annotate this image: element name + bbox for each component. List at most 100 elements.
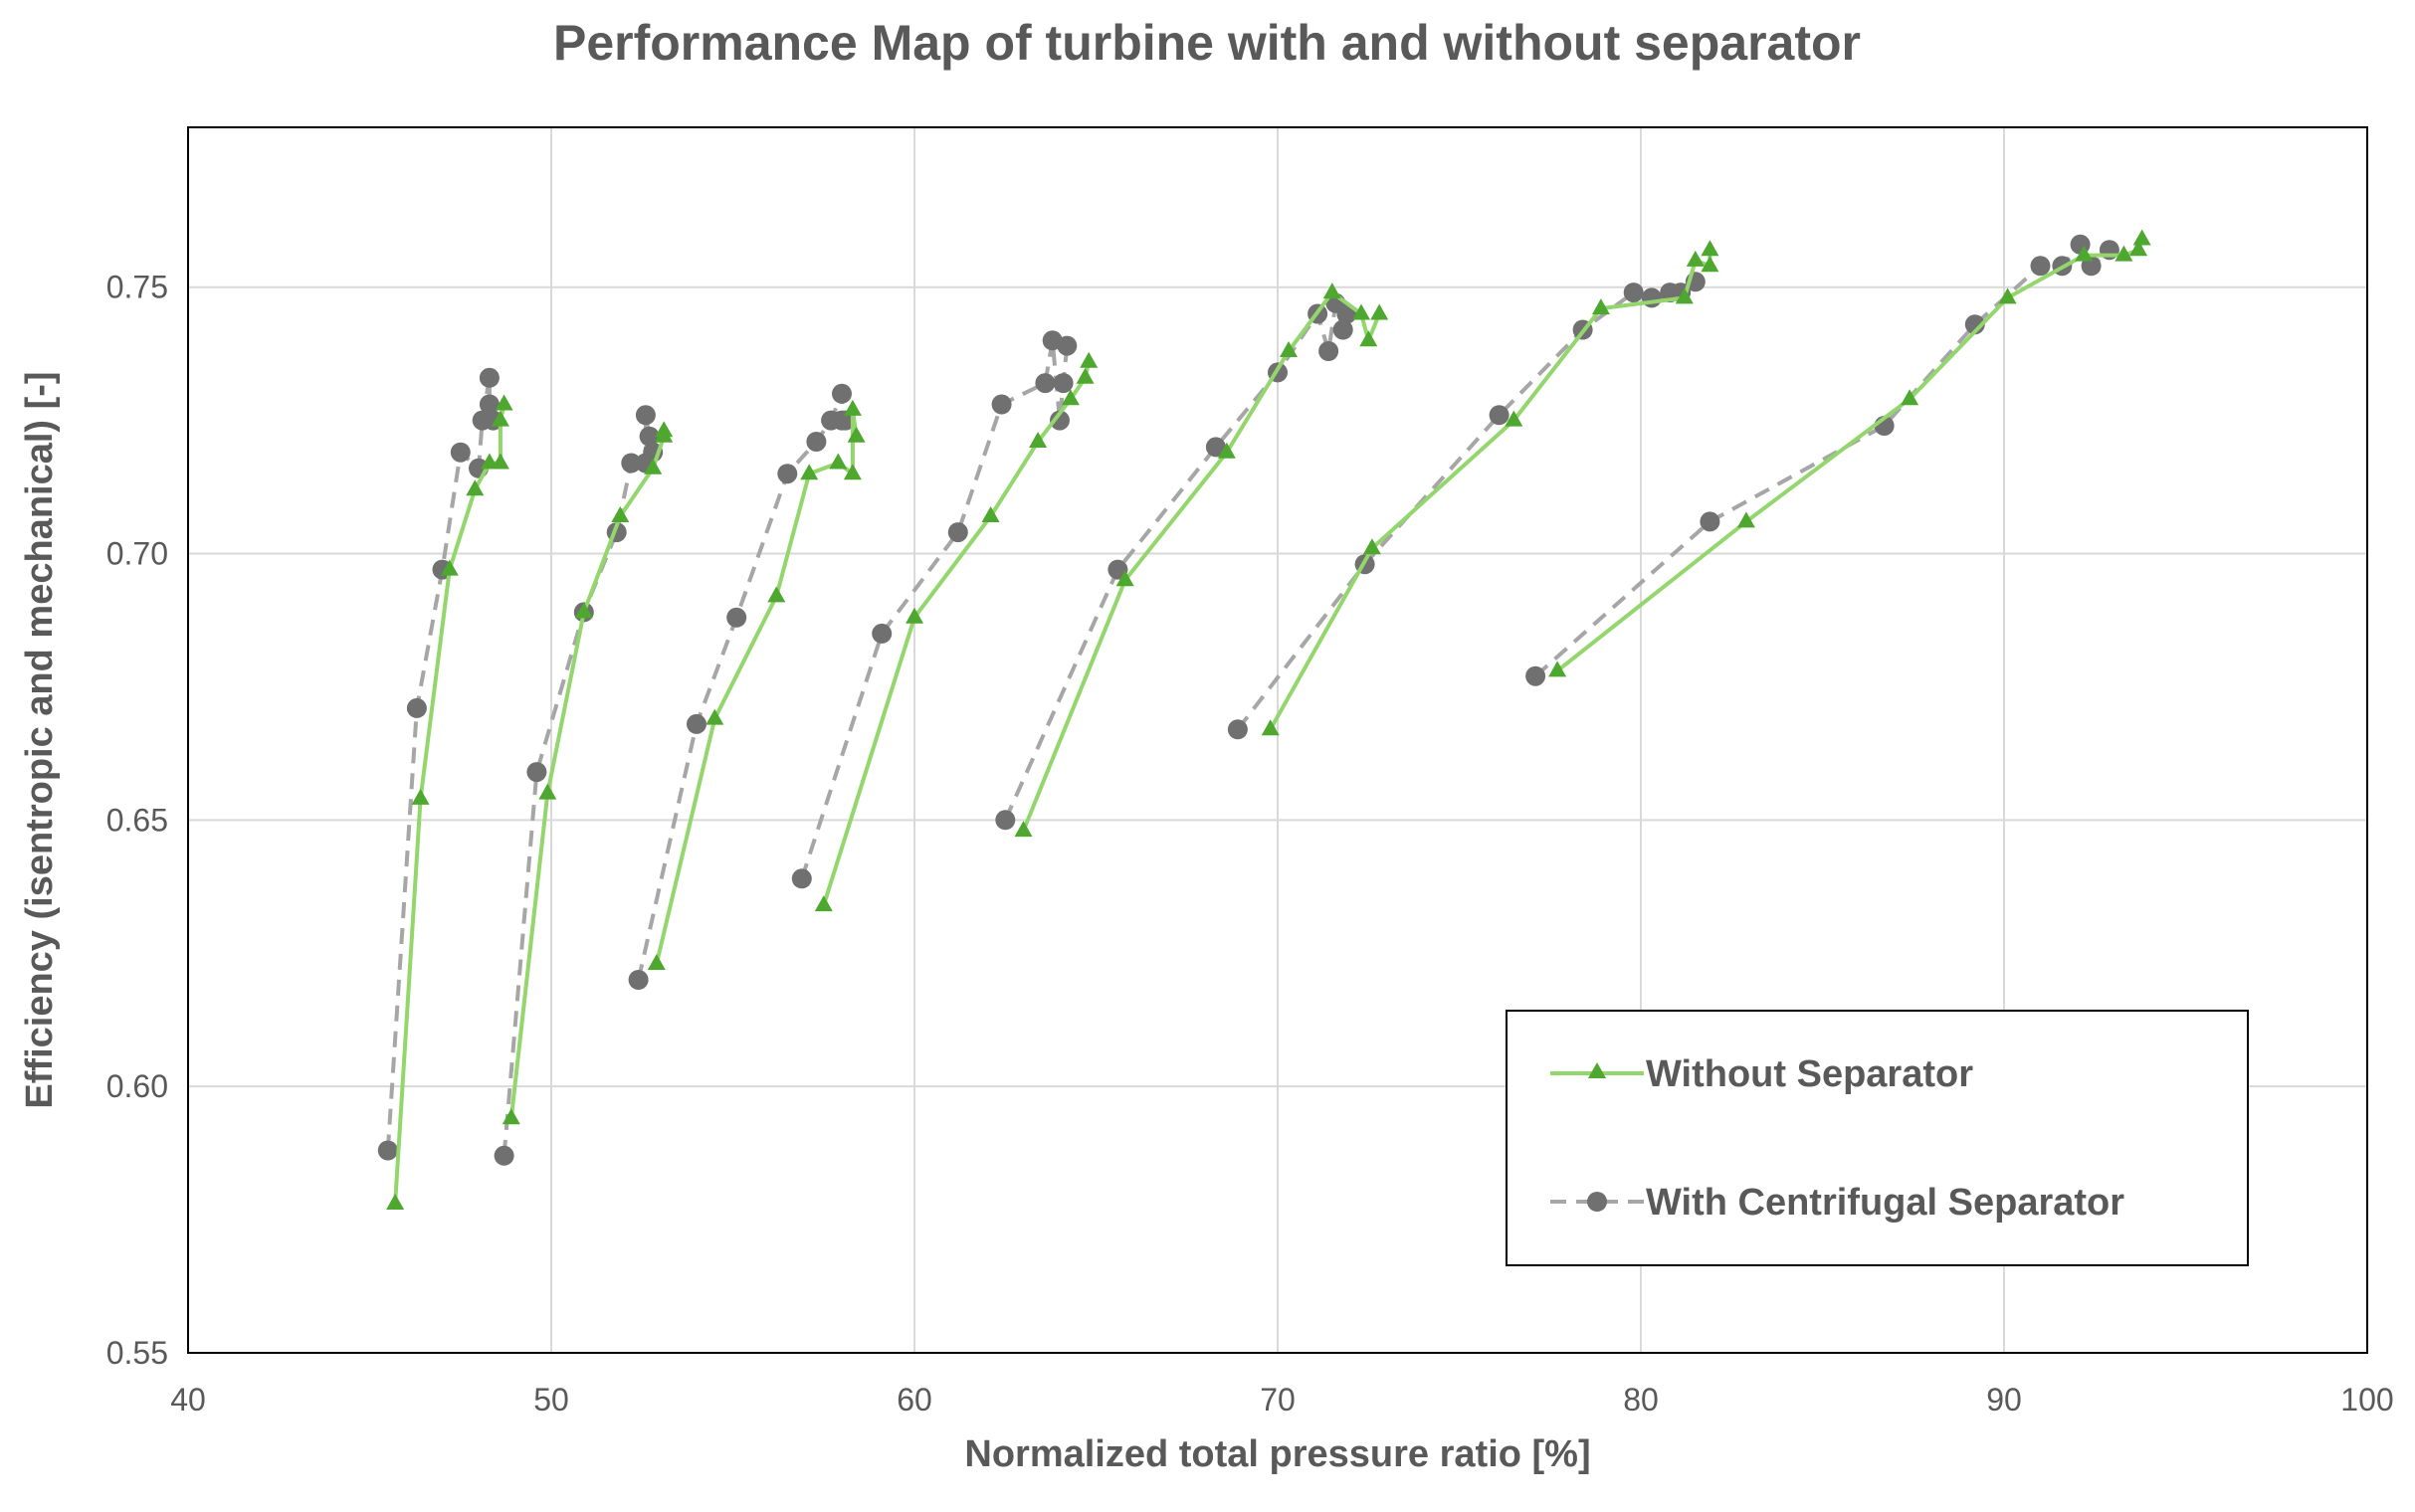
data-point-without-separator [1322,283,1341,299]
x-tick-label: 80 [1623,1382,1659,1418]
data-point-without-separator [705,708,724,725]
data-point-without-separator [1359,330,1378,347]
data-point-without-separator [1061,389,1080,406]
data-point-with-centrifugal-separator [2030,256,2051,277]
data-point-without-separator [1548,661,1567,677]
data-point-with-centrifugal-separator [791,868,812,889]
data-point-without-separator [386,1194,405,1210]
data-point-without-separator [829,453,848,470]
data-point-without-separator [655,421,674,438]
legend-box [1506,1010,2249,1266]
data-point-without-separator [1014,821,1033,838]
data-point-with-centrifugal-separator [635,405,656,426]
data-point-without-separator [502,1108,520,1125]
legend-label-with-separator: With Centrifugal Separator [1646,1182,2124,1224]
data-point-without-separator [440,559,459,576]
data-point-without-separator [1280,341,1298,357]
data-point-without-separator [491,453,509,470]
data-point-with-centrifugal-separator [639,426,660,447]
data-point-with-centrifugal-separator [450,442,471,463]
data-point-without-separator [1505,410,1523,427]
data-point-without-separator [1370,303,1389,320]
data-point-with-centrifugal-separator [1332,319,1353,340]
data-point-without-separator [981,506,1000,522]
data-point-without-separator [1352,303,1370,320]
data-point-without-separator [1998,287,2017,304]
data-point-without-separator [1675,287,1694,304]
data-point-without-separator [1217,442,1236,459]
series-line-without-separator [654,407,859,965]
series-line-with-centrifugal-separator [799,338,1070,879]
data-point-without-separator [2075,245,2094,262]
data-point-with-centrifugal-separator [726,607,747,628]
data-point-with-centrifugal-separator [1205,437,1226,458]
data-point-with-centrifugal-separator [479,367,500,388]
series-without-separator [386,229,2151,1210]
data-point-with-centrifugal-separator [494,1145,514,1166]
tick-labels: 40 50 60 70 80 90 100 0.55 0.60 0.65 0.70 0.75 [106,270,2394,1418]
data-point-with-centrifugal-separator [1053,373,1074,394]
gridlines [188,127,2367,1353]
data-point-without-separator [647,954,666,970]
data-point-with-centrifugal-separator [1623,283,1644,303]
data-point-with-centrifugal-separator [1525,665,1546,686]
series-layer [377,229,2151,1210]
data-point-without-separator [767,586,786,603]
legend-marker-without-separator [1588,1062,1606,1078]
data-point-without-separator [814,895,833,912]
data-point-without-separator [574,602,593,619]
data-point-with-centrifugal-separator [777,464,798,484]
data-point-without-separator [495,394,513,411]
data-point-with-centrifugal-separator [872,623,893,644]
data-point-with-centrifugal-separator [687,713,706,734]
legend-marker-with-separator [1587,1192,1607,1212]
data-point-with-centrifugal-separator [806,432,827,452]
data-point-without-separator [1362,538,1381,555]
data-point-without-separator [800,464,819,480]
data-point-without-separator [843,399,862,416]
data-point-without-separator [411,788,430,805]
data-point-with-centrifugal-separator [526,762,547,783]
y-tick-label: 0.60 [106,1068,168,1104]
y-tick-label: 0.75 [106,270,168,305]
x-tick-label: 60 [897,1382,932,1418]
data-point-without-separator [2114,245,2133,262]
data-point-with-centrifugal-separator [377,1140,398,1161]
series-line-without-separator [393,404,506,1205]
data-point-without-separator [466,479,485,496]
plot-area-border [187,126,2368,1354]
x-tick-label: 50 [533,1382,569,1418]
y-tick-label: 0.65 [106,802,168,838]
data-point-with-centrifugal-separator [479,394,500,415]
data-point-without-separator [491,410,509,427]
data-point-with-centrifugal-separator [406,697,427,718]
data-point-with-centrifugal-separator [1489,405,1509,426]
data-point-without-separator [1115,570,1134,587]
data-point-with-centrifugal-separator [1057,335,1078,356]
data-point-without-separator [1591,298,1610,315]
data-point-without-separator [1261,719,1280,736]
data-point-without-separator [906,607,923,624]
data-point-with-centrifugal-separator [1050,410,1070,431]
data-point-with-centrifugal-separator [1700,511,1720,532]
data-point-without-separator [1901,389,1919,406]
data-point-without-separator [611,506,630,522]
y-tick-label: 0.55 [106,1335,168,1371]
data-point-without-separator [538,783,557,800]
x-tick-label: 90 [1986,1382,2022,1418]
x-axis-title: Normalized total pressure ratio [%] [964,1433,1590,1475]
data-point-without-separator [2132,229,2151,246]
data-point-with-centrifugal-separator [628,970,649,990]
data-point-with-centrifugal-separator [1035,373,1056,394]
data-point-without-separator [1701,256,1719,273]
data-point-with-centrifugal-separator [995,810,1016,831]
data-point-with-centrifugal-separator [1318,341,1339,361]
x-tick-label: 40 [170,1382,206,1418]
data-point-with-centrifugal-separator [621,453,642,473]
legend-label-without-separator: Without Separator [1646,1053,1973,1095]
data-point-without-separator [2129,240,2148,257]
data-point-with-centrifugal-separator [1964,314,1985,335]
data-point-with-centrifugal-separator [991,394,1012,415]
